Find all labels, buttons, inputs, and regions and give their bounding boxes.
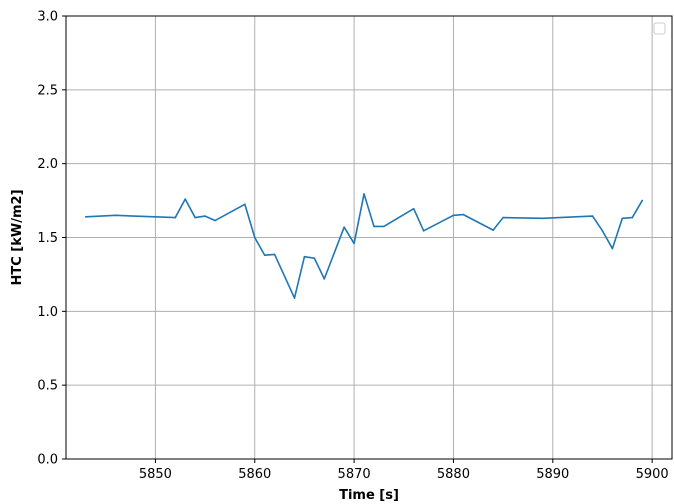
y-tick-label: 2.5 — [37, 83, 58, 98]
data-point — [313, 257, 316, 259]
data-point — [591, 215, 594, 217]
x-tick-label: 5900 — [636, 467, 669, 482]
ticks: 5850 5860 5870 5880 5890 5900 0.0 0.5 1.0 1.5 2.0 2… — [37, 10, 668, 483]
data-point — [601, 230, 604, 232]
x-tick-label: 5850 — [139, 467, 172, 482]
y-axis-label: HTC [kW/m2] — [10, 189, 25, 285]
data-point — [85, 216, 87, 218]
data-point — [273, 253, 276, 256]
legend-box — [653, 22, 666, 35]
data-point — [631, 216, 634, 219]
data-point — [611, 247, 614, 250]
data-point — [323, 278, 326, 280]
data-point — [542, 217, 544, 220]
data-point — [452, 214, 455, 217]
data-point — [373, 225, 375, 228]
y-tick-label: 0.0 — [37, 453, 58, 468]
y-tick-label: 1.5 — [37, 231, 58, 246]
data-point — [303, 255, 306, 258]
data-point — [114, 214, 117, 217]
data-point — [184, 198, 187, 200]
data-point — [244, 203, 246, 206]
data-point — [502, 216, 504, 219]
series — [85, 193, 644, 299]
plot-frame — [65, 15, 673, 460]
y-tick-label: 3.0 — [37, 10, 58, 25]
data-point — [641, 199, 643, 202]
x-tick-label: 5860 — [238, 467, 271, 482]
data-point — [363, 193, 365, 195]
data-point — [194, 216, 196, 219]
y-tick-label: 2.0 — [37, 157, 58, 172]
data-point — [492, 229, 494, 231]
x-tick-label: 5890 — [536, 467, 569, 482]
data-point — [353, 242, 355, 245]
data-point — [174, 216, 177, 219]
data-point — [412, 207, 415, 210]
data-point — [383, 225, 385, 228]
grid — [66, 15, 672, 460]
data-point — [253, 236, 256, 239]
data-point — [343, 226, 345, 228]
data-point — [462, 213, 465, 216]
y-tick-label: 0.5 — [37, 379, 58, 394]
y-tick-label: 1.0 — [37, 305, 58, 320]
data-point — [621, 217, 624, 220]
data-point — [293, 297, 296, 299]
data-point — [263, 254, 266, 257]
data-point — [214, 219, 216, 222]
data-point — [422, 230, 425, 232]
x-tick-label: 5880 — [437, 467, 470, 482]
x-axis-label: Time [s] — [339, 488, 399, 503]
x-tick-label: 5870 — [338, 467, 371, 482]
series-line — [85, 193, 644, 299]
data-point — [204, 215, 206, 217]
